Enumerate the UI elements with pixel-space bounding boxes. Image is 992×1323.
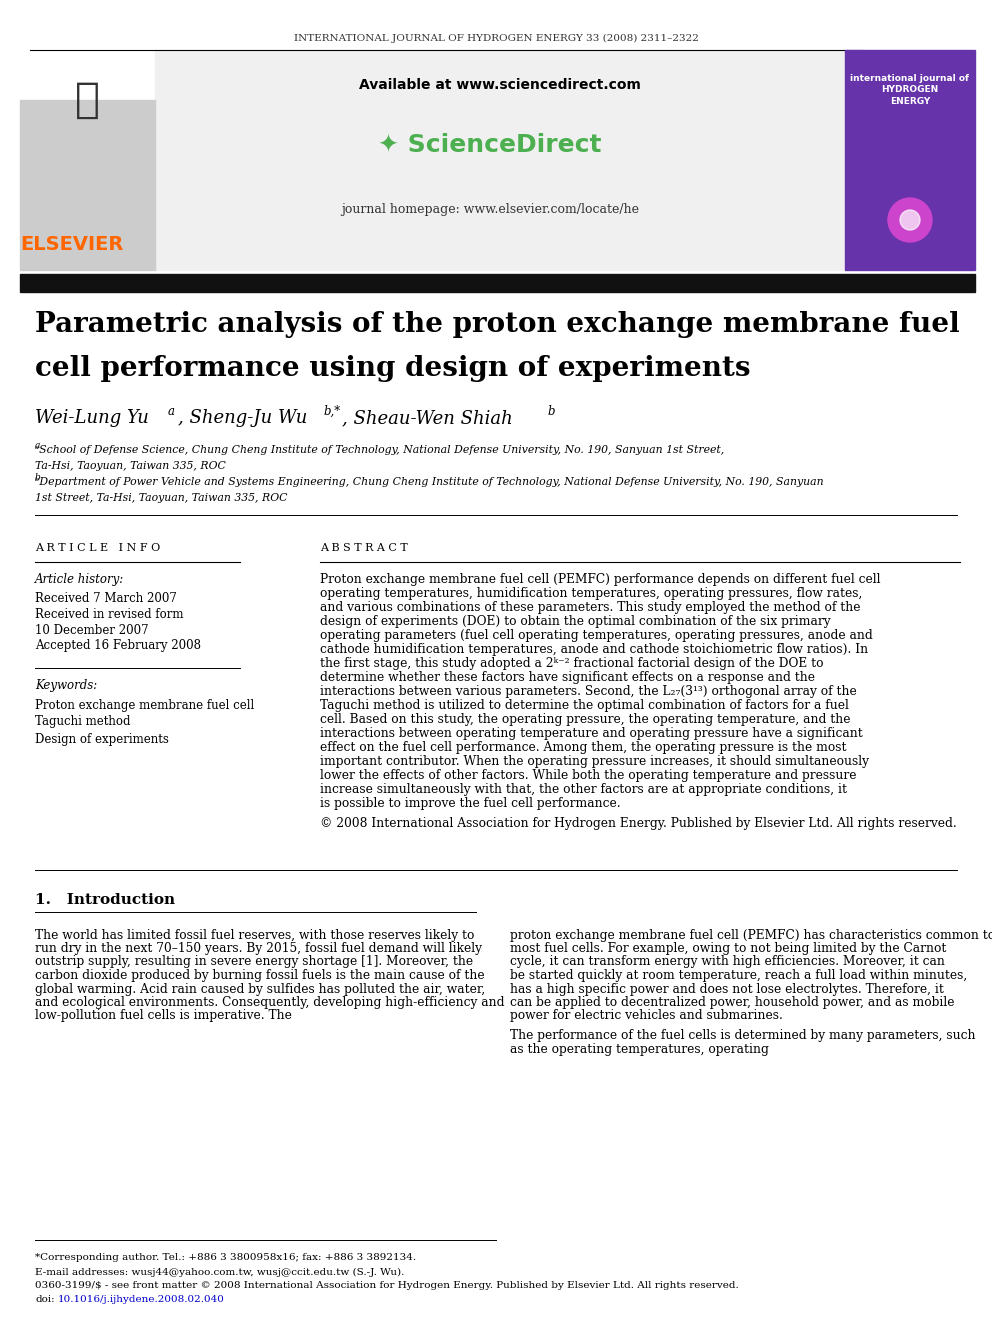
Text: 0360-3199/$ - see front matter © 2008 International Association for Hydrogen Ene: 0360-3199/$ - see front matter © 2008 In…: [35, 1282, 739, 1290]
Text: outstrip supply, resulting in severe energy shortage [1]. Moreover, the: outstrip supply, resulting in severe ene…: [35, 955, 473, 968]
Text: b,*: b,*: [323, 405, 340, 418]
Text: determine whether these factors have significant effects on a response and the: determine whether these factors have sig…: [320, 672, 815, 684]
Text: , Sheng-Ju Wu: , Sheng-Ju Wu: [178, 409, 308, 427]
Text: international journal of
HYDROGEN
ENERGY: international journal of HYDROGEN ENERGY: [850, 74, 969, 106]
Text: as the operating temperatures, operating: as the operating temperatures, operating: [510, 1043, 769, 1056]
Text: most fuel cells. For example, owing to not being limited by the Carnot: most fuel cells. For example, owing to n…: [510, 942, 946, 955]
Text: the first stage, this study adopted a 2ᵏ⁻² fractional factorial design of the DO: the first stage, this study adopted a 2ᵏ…: [320, 658, 823, 671]
Text: carbon dioxide produced by burning fossil fuels is the main cause of the: carbon dioxide produced by burning fossi…: [35, 968, 485, 982]
Text: Proton exchange membrane fuel cell (PEMFC) performance depends on different fuel: Proton exchange membrane fuel cell (PEMF…: [320, 573, 881, 586]
Text: global warming. Acid rain caused by sulfides has polluted the air, water,: global warming. Acid rain caused by sulf…: [35, 983, 485, 995]
Text: be started quickly at room temperature, reach a full load within minutes,: be started quickly at room temperature, …: [510, 968, 967, 982]
Text: 10 December 2007: 10 December 2007: [35, 623, 149, 636]
Text: Accepted 16 February 2008: Accepted 16 February 2008: [35, 639, 201, 652]
Text: 🌳: 🌳: [74, 79, 99, 120]
Bar: [845, 50, 975, 270]
Text: b: b: [35, 474, 41, 482]
Text: A R T I C L E   I N F O: A R T I C L E I N F O: [35, 542, 161, 553]
Circle shape: [888, 198, 932, 242]
Text: Keywords:: Keywords:: [35, 680, 97, 692]
Text: The world has limited fossil fuel reserves, with those reserves likely to: The world has limited fossil fuel reserv…: [35, 929, 474, 942]
Text: and ecological environments. Consequently, developing high-efficiency and: and ecological environments. Consequentl…: [35, 996, 505, 1009]
Text: can be applied to decentralized power, household power, and as mobile: can be applied to decentralized power, h…: [510, 996, 954, 1009]
Text: a: a: [168, 405, 175, 418]
Text: Received in revised form: Received in revised form: [35, 607, 184, 620]
Text: journal homepage: www.elsevier.com/locate/he: journal homepage: www.elsevier.com/locat…: [341, 204, 639, 217]
Text: important contributor. When the operating pressure increases, it should simultan: important contributor. When the operatin…: [320, 755, 869, 769]
Text: Article history:: Article history:: [35, 573, 124, 586]
Text: interactions between operating temperature and operating pressure have a signifi: interactions between operating temperatu…: [320, 728, 863, 741]
Text: cell. Based on this study, the operating pressure, the operating temperature, an: cell. Based on this study, the operating…: [320, 713, 850, 726]
Text: ✦ ScienceDirect: ✦ ScienceDirect: [378, 134, 602, 157]
Text: Received 7 March 2007: Received 7 March 2007: [35, 591, 177, 605]
Text: effect on the fuel cell performance. Among them, the operating pressure is the m: effect on the fuel cell performance. Amo…: [320, 741, 846, 754]
Text: The performance of the fuel cells is determined by many parameters, such: The performance of the fuel cells is det…: [510, 1029, 975, 1043]
Text: Parametric analysis of the proton exchange membrane fuel: Parametric analysis of the proton exchan…: [35, 311, 959, 339]
Text: ELSEVIER: ELSEVIER: [20, 235, 124, 254]
Text: E-mail addresses: wusj44@yahoo.com.tw, wusj@ccit.edu.tw (S.-J. Wu).: E-mail addresses: wusj44@yahoo.com.tw, w…: [35, 1267, 405, 1277]
Text: ᵇDepartment of Power Vehicle and Systems Engineering, Chung Cheng Institute of T: ᵇDepartment of Power Vehicle and Systems…: [35, 478, 823, 487]
Text: proton exchange membrane fuel cell (PEMFC) has characteristics common to: proton exchange membrane fuel cell (PEMF…: [510, 929, 992, 942]
Text: is possible to improve the fuel cell performance.: is possible to improve the fuel cell per…: [320, 798, 621, 811]
Text: cathode humidification temperatures, anode and cathode stoichiometric flow ratio: cathode humidification temperatures, ano…: [320, 643, 868, 656]
Text: power for electric vehicles and submarines.: power for electric vehicles and submarin…: [510, 1009, 783, 1023]
Bar: [20, 274, 975, 292]
Bar: [20, 101, 155, 270]
Text: lower the effects of other factors. While both the operating temperature and pre: lower the effects of other factors. Whil…: [320, 770, 856, 782]
Text: *Corresponding author. Tel.: +886 3 3800958x16; fax: +886 3 3892134.: *Corresponding author. Tel.: +886 3 3800…: [35, 1253, 416, 1262]
Text: has a high specific power and does not lose electrolytes. Therefore, it: has a high specific power and does not l…: [510, 983, 943, 995]
Bar: [155, 50, 845, 270]
Text: ᵃSchool of Defense Science, Chung Cheng Institute of Technology, National Defens: ᵃSchool of Defense Science, Chung Cheng …: [35, 445, 724, 455]
Text: Taguchi method: Taguchi method: [35, 716, 131, 729]
Text: Design of experiments: Design of experiments: [35, 733, 169, 745]
Text: low-pollution fuel cells is imperative. The: low-pollution fuel cells is imperative. …: [35, 1009, 292, 1023]
Text: doi:: doi:: [35, 1295, 55, 1304]
Text: A B S T R A C T: A B S T R A C T: [320, 542, 408, 553]
Text: cell performance using design of experiments: cell performance using design of experim…: [35, 355, 751, 381]
Text: 10.1016/j.ijhydene.2008.02.040: 10.1016/j.ijhydene.2008.02.040: [58, 1295, 225, 1304]
Text: INTERNATIONAL JOURNAL OF HYDROGEN ENERGY 33 (2008) 2311–2322: INTERNATIONAL JOURNAL OF HYDROGEN ENERGY…: [294, 33, 698, 42]
Text: 1st Street, Ta-Hsi, Taoyuan, Taiwan 335, ROC: 1st Street, Ta-Hsi, Taoyuan, Taiwan 335,…: [35, 493, 288, 503]
Text: © 2008 International Association for Hydrogen Energy. Published by Elsevier Ltd.: © 2008 International Association for Hyd…: [320, 818, 956, 831]
Text: run dry in the next 70–150 years. By 2015, fossil fuel demand will likely: run dry in the next 70–150 years. By 201…: [35, 942, 482, 955]
Text: Ta-Hsi, Taoyuan, Taiwan 335, ROC: Ta-Hsi, Taoyuan, Taiwan 335, ROC: [35, 460, 226, 471]
Text: , Sheau-Wen Shiah: , Sheau-Wen Shiah: [342, 409, 513, 427]
Text: interactions between various parameters. Second, the L₂₇(3¹³) orthogonal array o: interactions between various parameters.…: [320, 685, 857, 699]
Text: b: b: [548, 405, 556, 418]
Text: and various combinations of these parameters. This study employed the method of : and various combinations of these parame…: [320, 602, 860, 614]
Text: operating temperatures, humidification temperatures, operating pressures, flow r: operating temperatures, humidification t…: [320, 587, 862, 601]
Text: cycle, it can transform energy with high efficiencies. Moreover, it can: cycle, it can transform energy with high…: [510, 955, 944, 968]
Circle shape: [900, 210, 920, 230]
Text: Available at www.sciencedirect.com: Available at www.sciencedirect.com: [359, 78, 641, 93]
Text: increase simultaneously with that, the other factors are at appropriate conditio: increase simultaneously with that, the o…: [320, 783, 847, 796]
Text: Taguchi method is utilized to determine the optimal combination of factors for a: Taguchi method is utilized to determine …: [320, 700, 849, 713]
Text: design of experiments (DOE) to obtain the optimal combination of the six primary: design of experiments (DOE) to obtain th…: [320, 615, 830, 628]
Text: operating parameters (fuel cell operating temperatures, operating pressures, ano: operating parameters (fuel cell operatin…: [320, 630, 873, 643]
Text: a: a: [35, 441, 41, 450]
Text: Wei-Lung Yu: Wei-Lung Yu: [35, 409, 149, 427]
Text: Proton exchange membrane fuel cell: Proton exchange membrane fuel cell: [35, 699, 254, 712]
Text: 1.   Introduction: 1. Introduction: [35, 893, 176, 908]
